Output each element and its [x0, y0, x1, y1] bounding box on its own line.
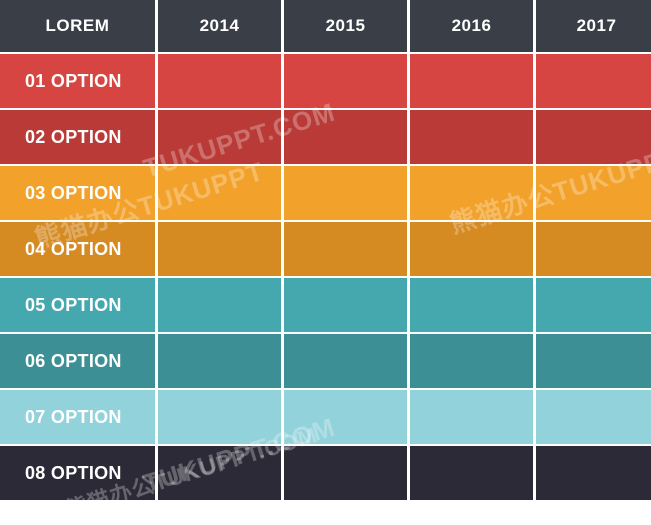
table-cell	[158, 54, 281, 108]
table-cell	[158, 166, 281, 220]
table-cell	[410, 54, 533, 108]
row-label: 02 OPTION	[25, 126, 122, 147]
header-corner-label: LOREM	[45, 16, 110, 35]
table-cell	[536, 446, 651, 500]
table-cell	[536, 110, 651, 164]
row-label: 01 OPTION	[25, 70, 122, 91]
row-label-cell: 02 OPTION	[0, 110, 155, 164]
table-cell	[410, 446, 533, 500]
table-cell	[158, 222, 281, 276]
table-cell	[284, 54, 407, 108]
header-year-2016: 2016	[410, 0, 533, 52]
table-cell	[284, 390, 407, 444]
table-cell	[536, 334, 651, 388]
row-label: 05 OPTION	[25, 294, 122, 315]
row-label: 03 OPTION	[25, 182, 122, 203]
row-label: 04 OPTION	[25, 238, 122, 259]
table-cell	[284, 278, 407, 332]
table-cell	[158, 110, 281, 164]
header-year-2015: 2015	[284, 0, 407, 52]
table-cell	[536, 278, 651, 332]
year-label: 2016	[451, 16, 492, 35]
year-label: 2015	[325, 16, 366, 35]
table-cell	[284, 166, 407, 220]
table-cell	[158, 390, 281, 444]
table-cell	[284, 334, 407, 388]
row-label-cell: 07 OPTION	[0, 390, 155, 444]
row-label-cell: 04 OPTION	[0, 222, 155, 276]
row-label-cell: 03 OPTION	[0, 166, 155, 220]
table-cell	[158, 278, 281, 332]
header-corner-cell: LOREM	[0, 0, 155, 52]
table-cell	[410, 390, 533, 444]
row-label: 08 OPTION	[25, 462, 122, 483]
table-cell	[536, 222, 651, 276]
row-label: 06 OPTION	[25, 350, 122, 371]
row-label-cell: 01 OPTION	[0, 54, 155, 108]
table-cell	[536, 54, 651, 108]
table-cell	[410, 334, 533, 388]
table-cell	[410, 278, 533, 332]
year-label: 2017	[576, 16, 617, 35]
row-label-cell: 06 OPTION	[0, 334, 155, 388]
row-label-cell: 05 OPTION	[0, 278, 155, 332]
table-cell	[158, 334, 281, 388]
table-cell	[284, 222, 407, 276]
header-year-2017: 2017	[536, 0, 651, 52]
table-cell	[536, 390, 651, 444]
option-table: LOREM 2014 2015 2016 2017 01 OPTION 02 O…	[0, 0, 651, 500]
header-year-2014: 2014	[158, 0, 281, 52]
table-cell	[410, 222, 533, 276]
table-cell	[284, 110, 407, 164]
row-label: 07 OPTION	[25, 406, 122, 427]
table-cell	[410, 110, 533, 164]
year-label: 2014	[199, 16, 240, 35]
table-cell	[158, 446, 281, 500]
table-cell	[410, 166, 533, 220]
row-label-cell: 08 OPTION	[0, 446, 155, 500]
table-cell	[536, 166, 651, 220]
table-cell	[284, 446, 407, 500]
